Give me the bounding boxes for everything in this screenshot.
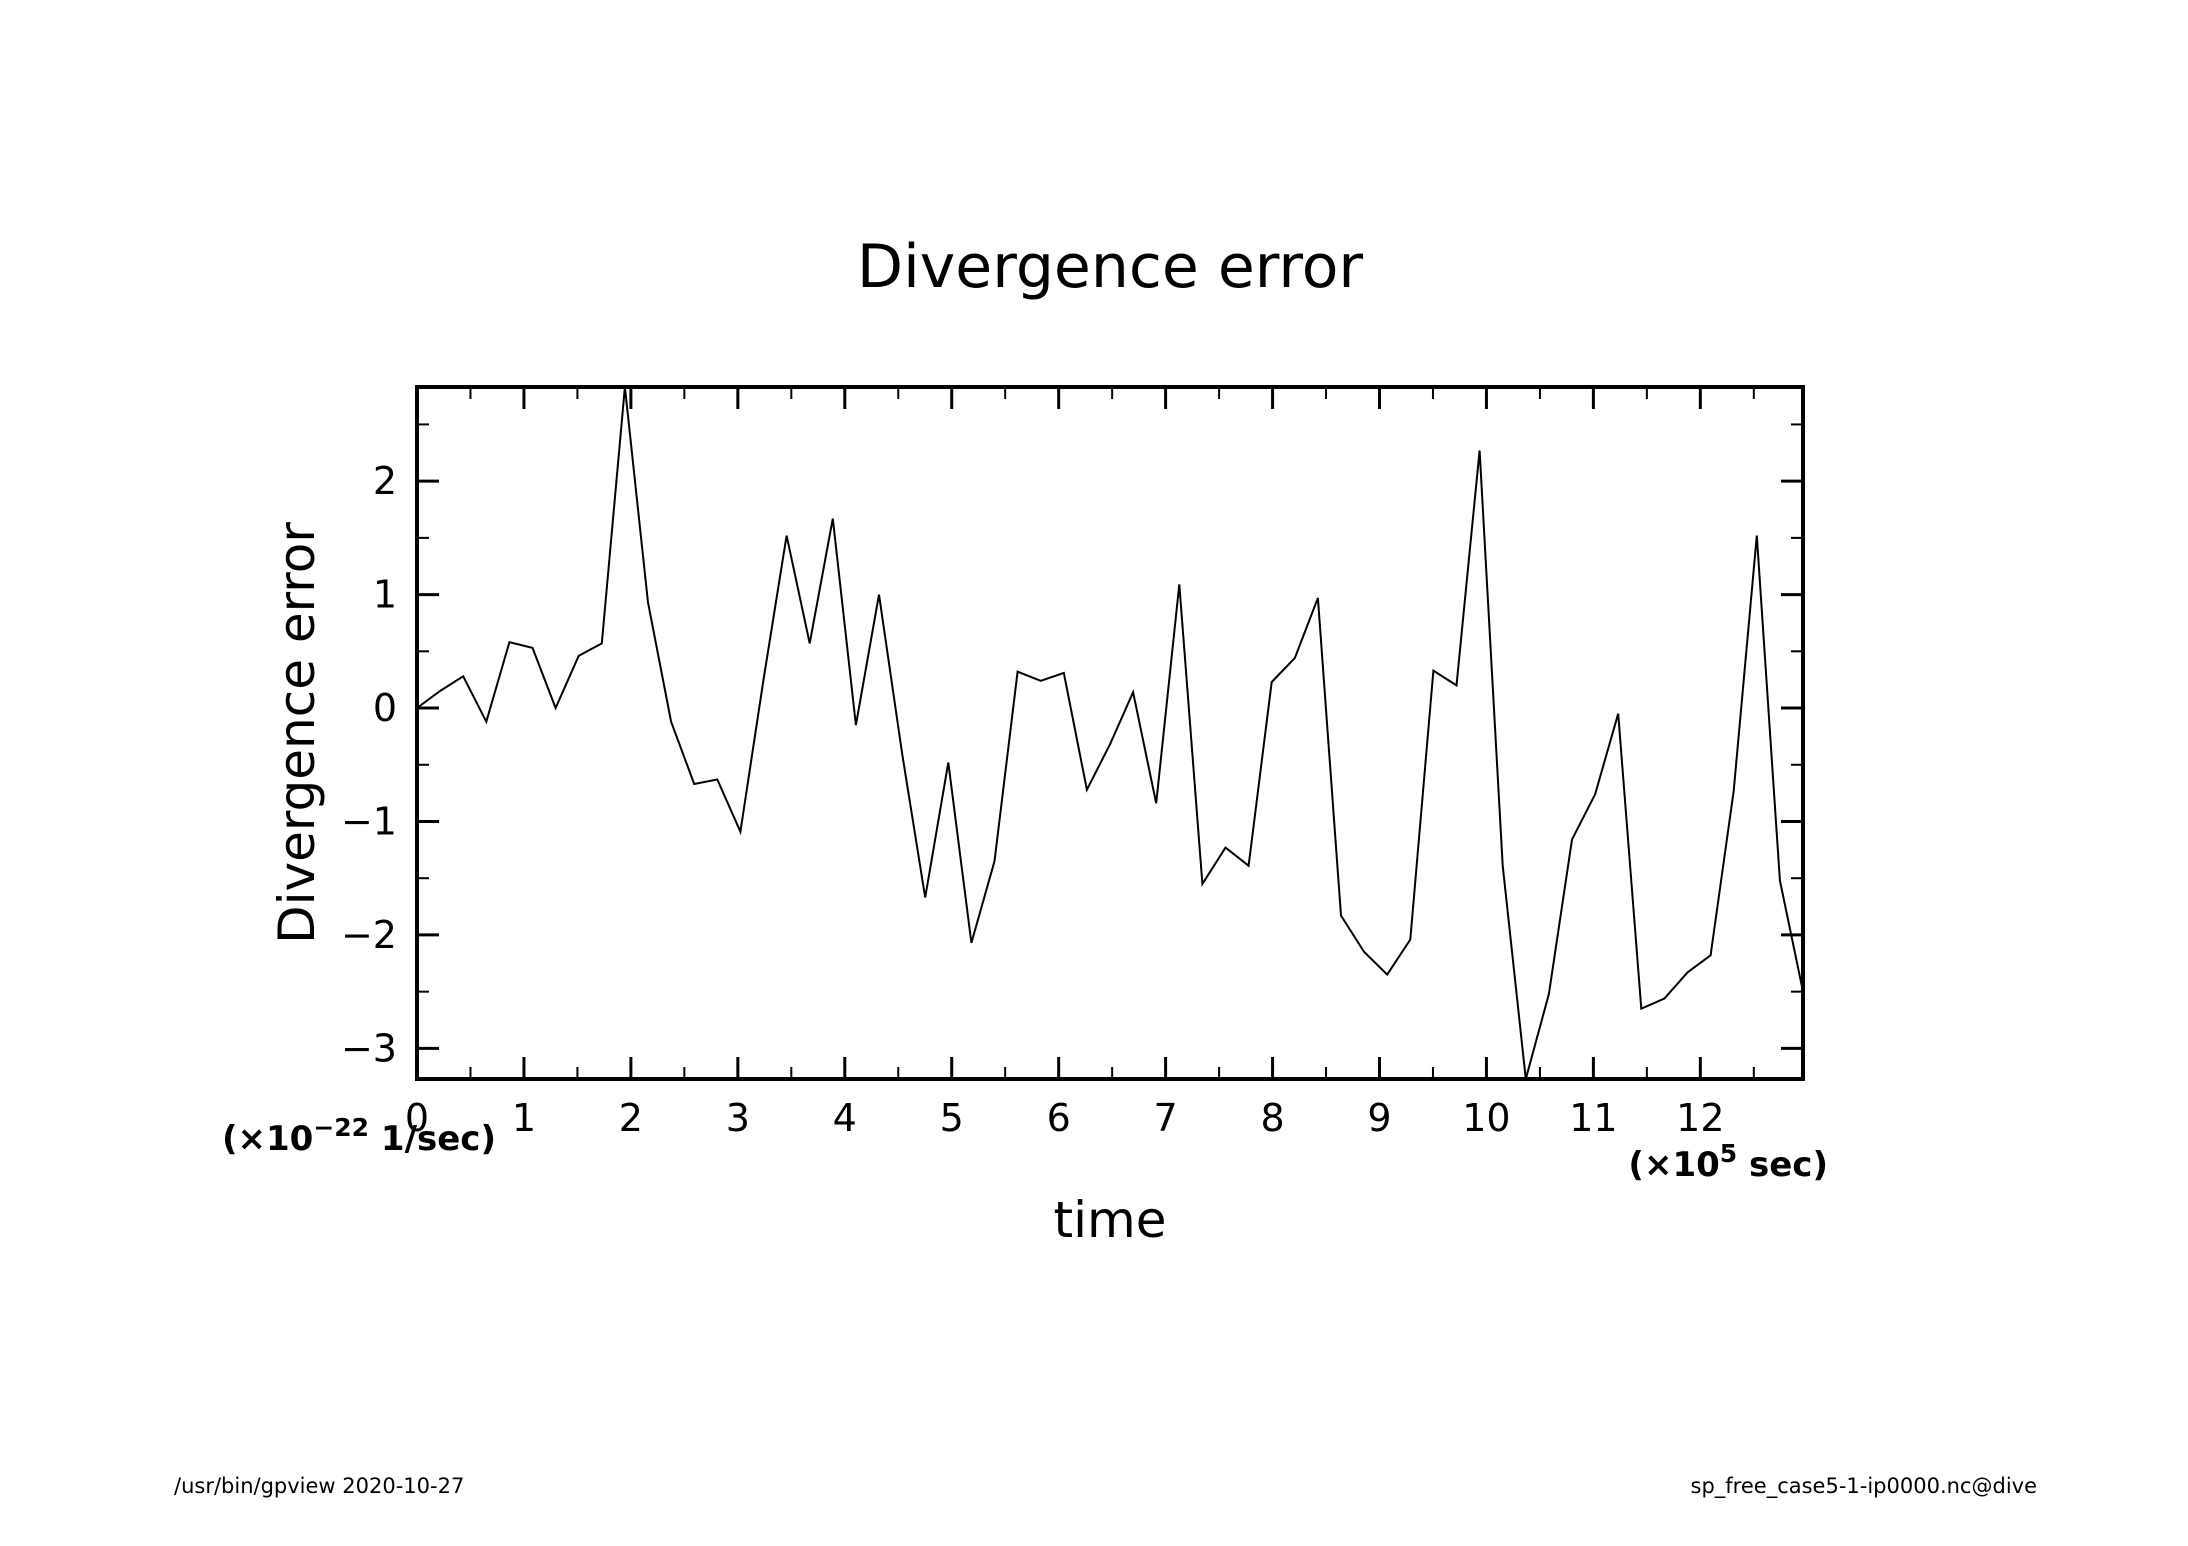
x-tick-label: 5 [940,1096,964,1140]
x-tick-label: 11 [1569,1096,1617,1140]
y-tick-label: −1 [341,799,397,843]
y-tick-label: −2 [341,913,397,957]
x-tick-label: 12 [1676,1096,1724,1140]
x-tick-label: 10 [1462,1096,1510,1140]
series-line [416,386,1804,1080]
x-tick-label: 6 [1047,1096,1071,1140]
y-scale-label: (×10−22 1/sec) [222,1113,496,1159]
axis-ticks [415,387,1803,1079]
x-tick-label: 4 [833,1096,857,1140]
x-tick-label: 7 [1154,1096,1178,1140]
x-tick-label: 9 [1367,1096,1391,1140]
footer-left: /usr/bin/gpview 2020-10-27 [174,1474,465,1498]
y-tick-label: −3 [341,1026,397,1070]
y-tick-label: 0 [373,686,397,730]
plot-frame [415,385,1805,1081]
x-axis-label: time [1054,1191,1167,1249]
y-tick-label: 2 [373,459,397,503]
x-tick-label: 2 [619,1096,643,1140]
x-tick-label: 1 [512,1096,536,1140]
y-axis-label: Divergence error [268,522,326,944]
x-tick-label: 3 [726,1096,750,1140]
y-tick-label: 1 [373,573,397,617]
x-tick-label: 8 [1260,1096,1284,1140]
x-tick-label: 0 [405,1096,429,1140]
x-scale-label: (×105 sec) [1628,1139,1828,1185]
chart-title: Divergence error [857,232,1363,302]
footer-right: sp_free_case5-1-ip0000.nc@dive [1690,1474,2037,1498]
